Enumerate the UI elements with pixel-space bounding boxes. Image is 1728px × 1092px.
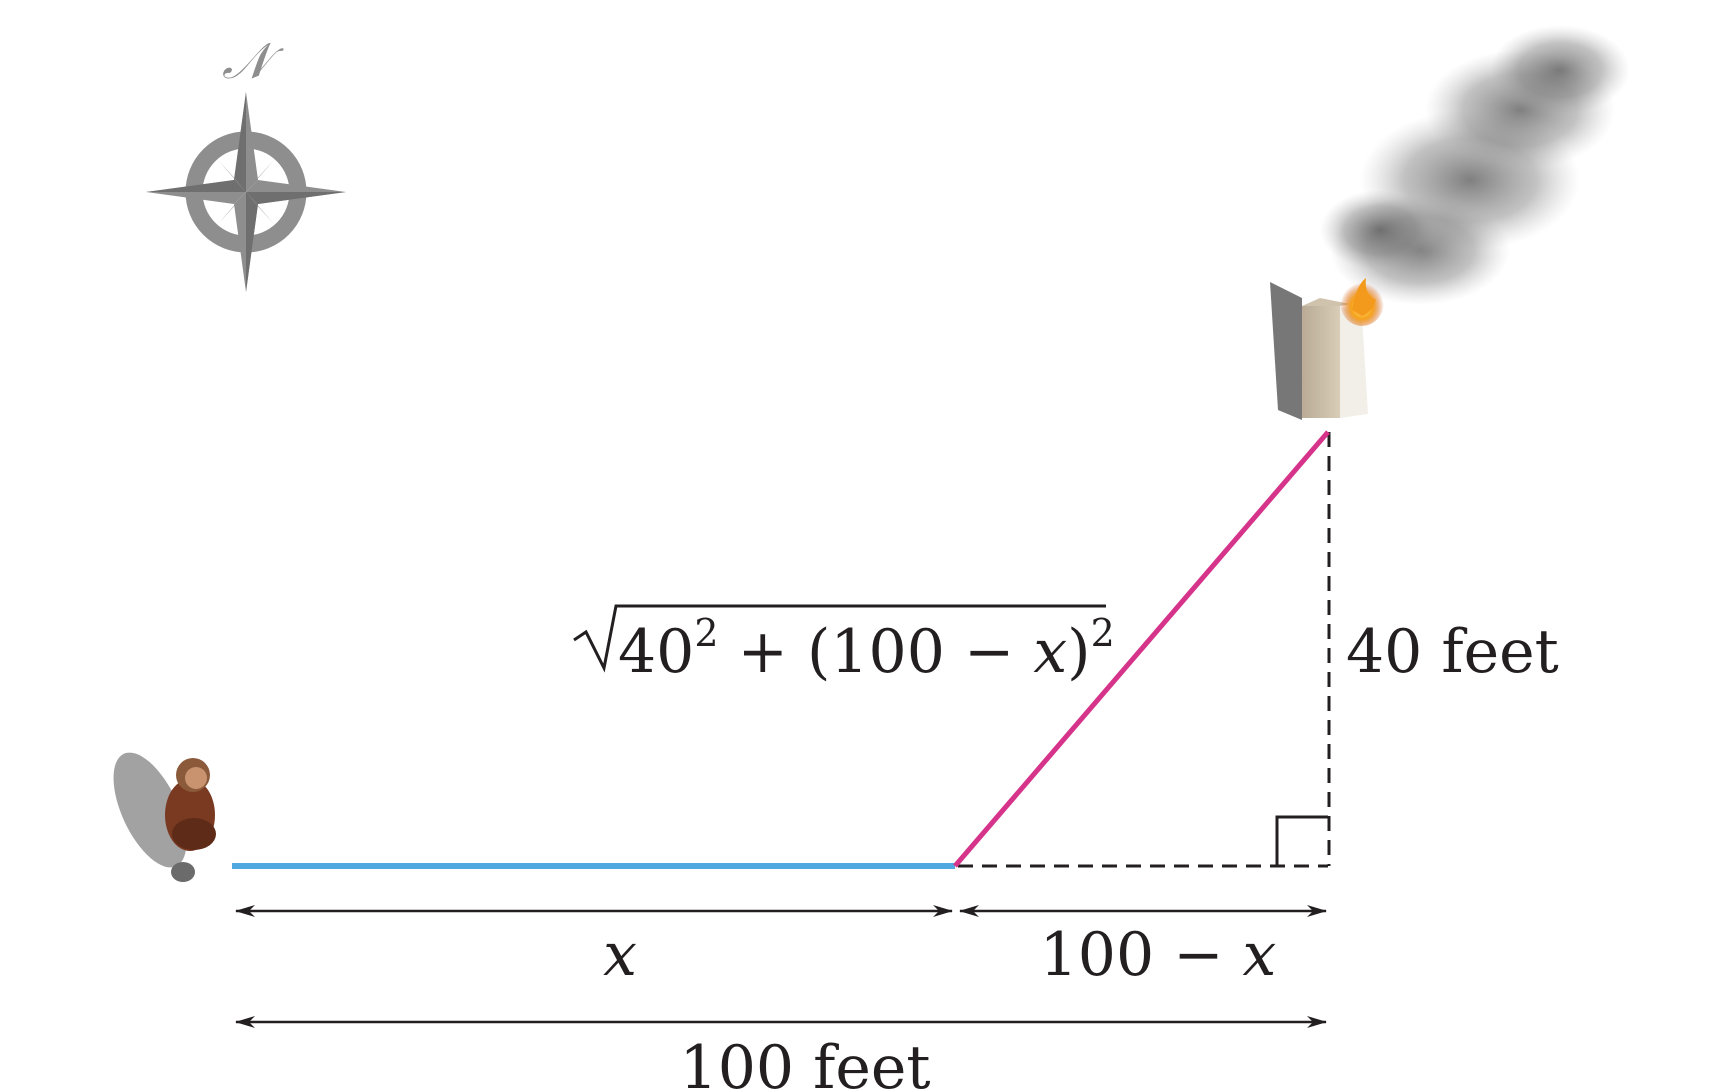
height-label: 40 feet [1346, 617, 1559, 687]
hypotenuse-exponent-2: 2 [1091, 611, 1115, 655]
rest-segment-number: 100 − [1040, 920, 1243, 990]
rest-segment-label: 100 − x [1040, 920, 1277, 990]
smoke-icon [1320, 25, 1630, 305]
hypotenuse-label: 402 + (100 − x)2 [574, 606, 1115, 687]
person-icon [98, 742, 216, 882]
x-segment-label: x [603, 920, 637, 990]
north-label: 𝒩 [222, 32, 284, 90]
svg-text:402 + (100 − x)2: 402 + (100 − x)2 [618, 611, 1115, 687]
compass-icon: 𝒩 [146, 32, 346, 292]
hypotenuse-base: 40 [618, 617, 694, 687]
hypotenuse-exponent-1: 2 [694, 611, 718, 655]
hypotenuse-variable: x [1033, 617, 1067, 687]
total-distance-label: 100 feet [680, 1033, 931, 1092]
fire-icon [1340, 278, 1384, 326]
hypotenuse-close: ) [1067, 617, 1090, 687]
rest-segment-variable: x [1243, 920, 1277, 990]
right-angle-marker [1277, 817, 1328, 866]
hypotenuse-middle: + (100 − [719, 617, 1034, 687]
